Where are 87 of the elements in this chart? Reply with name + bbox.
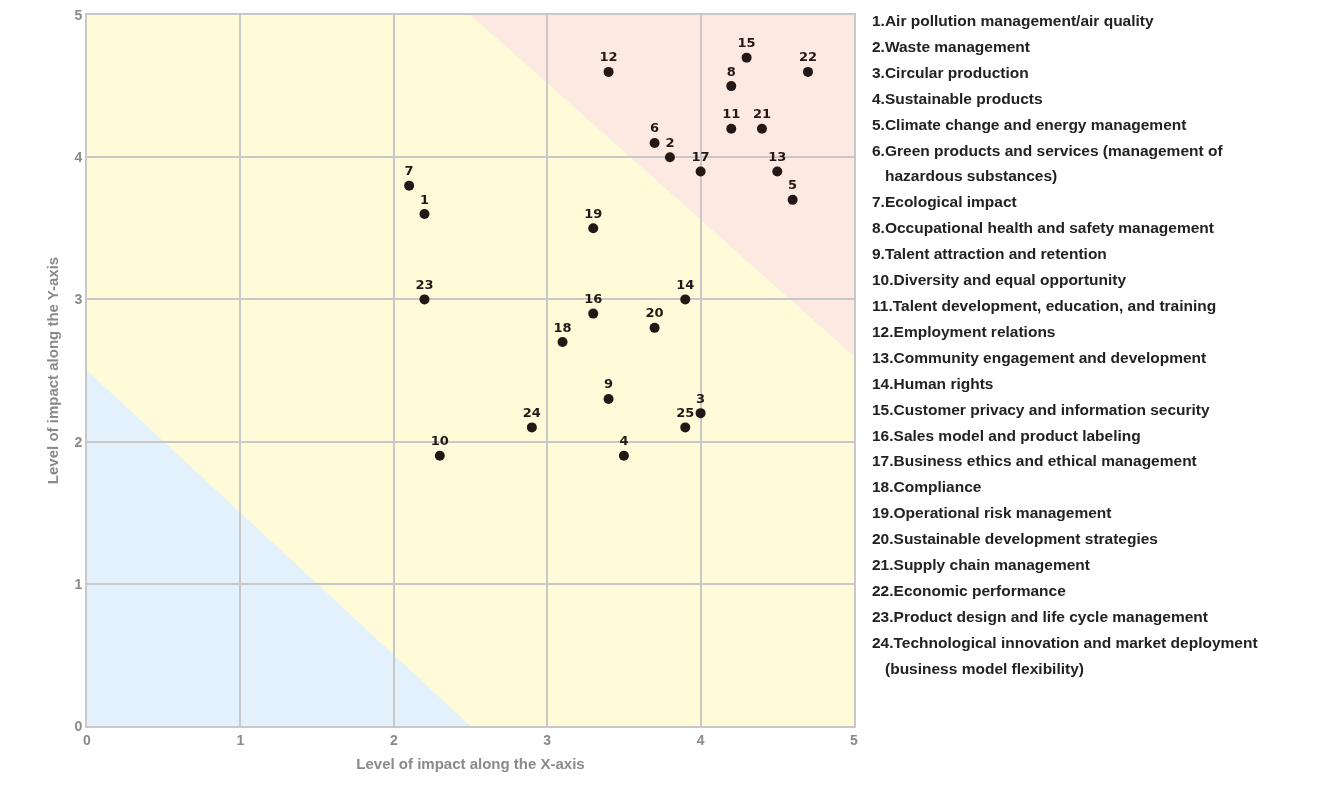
point	[603, 393, 614, 404]
x-tick-label: 4	[696, 731, 705, 748]
point	[772, 166, 783, 177]
x-tick-label: 2	[389, 731, 398, 748]
series-label: 14	[676, 276, 695, 292]
x-axis-title: Level of impact along the X-axis	[356, 755, 585, 773]
text: 23.Product design and life cycle management	[872, 606, 1209, 627]
text: 16.Sales model and product labeling	[872, 425, 1142, 446]
point	[680, 422, 691, 433]
point	[695, 166, 706, 177]
series-label: 25	[676, 404, 695, 420]
series-label: 18	[553, 319, 572, 335]
text: 10.Diversity and equal opportunity	[872, 270, 1128, 291]
point	[588, 308, 599, 319]
series-label: 1	[419, 191, 429, 207]
point	[741, 52, 752, 63]
text: 12.Employment relations	[872, 321, 1057, 342]
text: 20.Sustainable development strategies	[872, 529, 1159, 550]
series-label: 24	[522, 404, 541, 420]
text: 17.Business ethics and ethical management	[872, 451, 1198, 472]
point	[649, 322, 660, 333]
point	[664, 152, 675, 163]
series-label: 13	[768, 148, 787, 164]
y-tick-label: 2	[74, 433, 83, 450]
series-label: 8	[726, 63, 736, 79]
series-label: 11	[722, 106, 741, 122]
text: 5.Climate change and energy management	[872, 114, 1188, 135]
text: 18.Compliance	[872, 477, 983, 498]
point	[649, 137, 660, 148]
series-label: 23	[415, 276, 434, 292]
text: 19.Operational risk management	[872, 503, 1113, 524]
text: 4.Sustainable products	[872, 88, 1044, 109]
text: 14.Human rights	[872, 373, 995, 394]
point	[756, 123, 767, 134]
series-label: 10	[430, 433, 449, 449]
text: 21.Supply chain management	[872, 555, 1091, 576]
text: 24.Technological innovation and market deployment (business model flexibility)	[872, 632, 1259, 679]
point	[419, 209, 430, 220]
text: 22.Economic performance	[872, 580, 1067, 601]
y-tick-label: 4	[74, 149, 83, 166]
point	[787, 194, 798, 205]
text: 3.Circular production	[872, 62, 1030, 83]
point	[618, 450, 629, 461]
point	[695, 408, 706, 419]
point	[404, 180, 415, 191]
series-label: 15	[737, 35, 756, 51]
x-tick-label: 1	[236, 731, 245, 748]
text: 15.Customer privacy and information security	[872, 399, 1211, 420]
text: 7.Ecological impact	[872, 192, 1018, 213]
text: 6.Green products and services (management of hazardous substances)	[872, 140, 1224, 187]
point	[434, 450, 445, 461]
series-label: 4	[619, 433, 629, 449]
series-label: 7	[404, 163, 414, 179]
point	[802, 66, 813, 77]
point	[680, 294, 691, 305]
x-tick-label: 5	[850, 731, 859, 748]
text: 11.Talent development, education, and training	[872, 295, 1218, 316]
y-axis-title: Level of impact along the Y-axis	[44, 256, 62, 485]
y-tick-label: 5	[74, 6, 83, 23]
text: 2.Waste management	[872, 36, 1031, 57]
point	[588, 223, 599, 234]
series-label: 22	[798, 49, 818, 65]
point	[726, 81, 737, 92]
point	[557, 337, 568, 348]
series-label: 21	[752, 106, 772, 122]
series-label: 3	[696, 390, 706, 406]
series-label: 19	[584, 205, 603, 221]
y-tick-label: 1	[74, 575, 83, 592]
text: 13.Community engagement and development	[872, 347, 1208, 368]
x-tick-label: 3	[543, 731, 552, 748]
point	[603, 66, 614, 77]
series-label: 12	[599, 49, 618, 65]
series-label: 6	[650, 120, 660, 136]
point	[419, 294, 430, 305]
text: 9.Talent attraction and retention	[872, 244, 1108, 265]
point	[726, 123, 737, 134]
series-label: 16	[584, 291, 603, 307]
y-tick-label: 0	[74, 717, 83, 734]
series-label: 17	[691, 148, 710, 164]
point	[526, 422, 537, 433]
text: 8.Occupational health and safety management	[872, 218, 1215, 239]
series-label: 20	[645, 305, 664, 321]
y-tick-label: 3	[74, 291, 83, 308]
text: 1.Air pollution management/air quality	[872, 11, 1155, 31]
series-label: 9	[604, 376, 614, 392]
series-label: 5	[788, 177, 798, 193]
series-label: 2	[665, 134, 675, 150]
